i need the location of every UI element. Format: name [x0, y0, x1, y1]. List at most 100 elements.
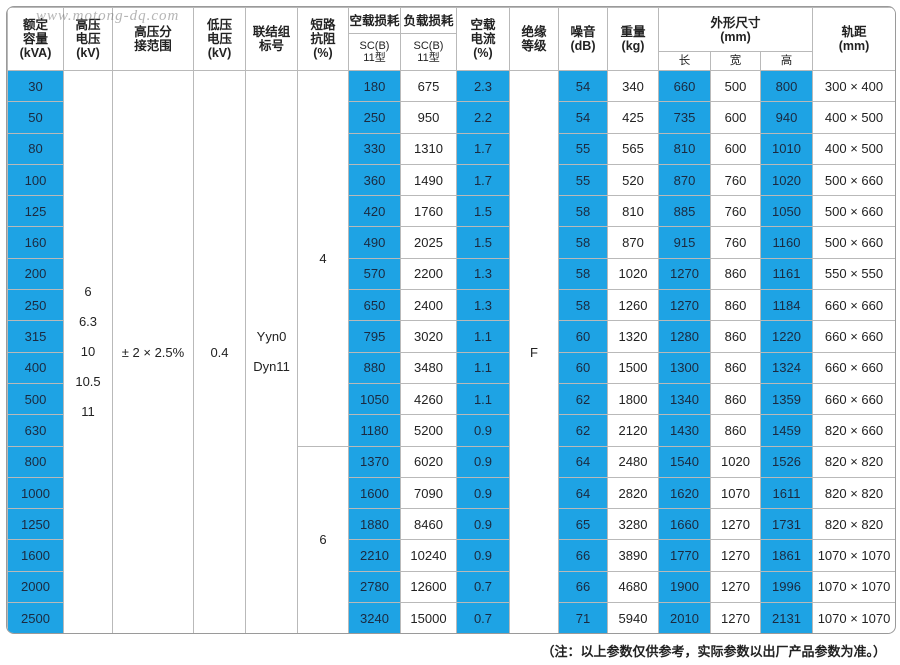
header-weight: 重量 (kg) — [607, 7, 659, 71]
cell-vector-group-value: Yyn0 — [256, 329, 287, 345]
cell-dim-width: 1070 — [710, 476, 761, 510]
cell-impedance-high: 6 — [297, 445, 349, 633]
cell-noise: 55 — [558, 163, 608, 197]
table-row: 1000 1600 7090 0.9 64 2820 1620 1070 1611 820 × 8… — [7, 476, 895, 510]
cell-gauge: 1070 × 1070 — [812, 602, 895, 633]
cell-dim-width: 760 — [710, 163, 761, 197]
cell-load-loss: 1490 — [400, 163, 457, 197]
cell-dim-length: 1540 — [658, 445, 711, 478]
cell-weight: 870 — [607, 226, 659, 259]
cell-noload-loss: 880 — [348, 351, 401, 384]
cell-dim-width: 600 — [710, 132, 761, 165]
cell-dim-length: 1270 — [658, 257, 711, 291]
cell-dim-width: 1270 — [710, 570, 761, 604]
cell-noload-loss: 2780 — [348, 570, 401, 604]
cell-gauge: 820 × 660 — [812, 414, 895, 447]
cell-dim-width: 760 — [710, 195, 761, 228]
cell-dim-width: 860 — [710, 320, 761, 353]
cell-noise: 55 — [558, 132, 608, 165]
header-noload-loss: 空载损耗 — [348, 7, 401, 34]
cell-dim-height: 1220 — [759, 320, 814, 353]
header-hv-voltage: 高压 电压 (kV) — [63, 7, 113, 71]
cell-dim-height: 1161 — [759, 257, 814, 291]
cell-load-loss: 950 — [400, 101, 457, 134]
cell-dim-height: 2131 — [759, 602, 814, 633]
cell-weight: 425 — [607, 101, 659, 134]
cell-weight: 2120 — [607, 414, 659, 447]
cell-dim-height: 1359 — [759, 382, 814, 416]
cell-noload-current: 0.9 — [456, 476, 510, 510]
cell-noload-loss: 1370 — [348, 445, 401, 478]
cell-dim-length: 1900 — [658, 570, 711, 604]
table-row: 50 250 950 2.2 54 425 735 600 940 400 × 500 — [7, 101, 895, 134]
cell-dim-width: 860 — [710, 289, 761, 322]
cell-dim-length: 1430 — [658, 414, 711, 447]
cell-dim-height: 1324 — [759, 351, 814, 384]
header-insulation: 绝缘 等级 — [509, 7, 559, 71]
cell-noload-loss: 250 — [348, 101, 401, 134]
cell-dim-height: 1010 — [759, 132, 814, 165]
cell-weight: 1260 — [607, 289, 659, 322]
cell-dim-height: 1611 — [759, 476, 814, 510]
table-row: 1250 1880 8460 0.9 65 3280 1660 1270 1731 820 × 8… — [7, 508, 895, 541]
cell-dim-width: 1270 — [710, 602, 761, 633]
cell-load-loss: 6020 — [400, 445, 457, 478]
footnote: （注：以上参数仅供参考，实际参数以出厂产品参数为准。） — [541, 644, 886, 659]
cell-load-loss: 15000 — [400, 602, 457, 633]
cell-dim-length: 1340 — [658, 382, 711, 416]
cell-gauge: 400 × 500 — [812, 132, 895, 165]
cell-dim-width: 1270 — [710, 508, 761, 541]
cell-noise: 65 — [558, 508, 608, 541]
table-row: 30 6 6.3 10 10.5 11 ± 2 × 2.5% 0.4 Yyn0 Dyn11 4 180… — [7, 69, 895, 633]
table-row: 160 490 2025 1.5 58 870 915 760 1160 500 × 660 — [7, 226, 895, 259]
cell-hv-voltage-value: 10.5 — [75, 374, 101, 390]
header-gauge: 轨距 (mm) — [812, 7, 895, 71]
cell-noload-current: 1.5 — [456, 226, 510, 259]
header-capacity: 额定 容量 (kVA) — [7, 7, 64, 71]
cell-capacity: 1000 — [7, 476, 64, 510]
table-row: 800 6 1370 6020 0.9 64 2480 1540 1020 1526 820 × 8… — [7, 445, 895, 633]
cell-capacity: 2500 — [7, 602, 64, 633]
cell-noload-current: 0.7 — [456, 602, 510, 633]
cell-noload-current: 1.3 — [456, 257, 510, 291]
cell-noload-loss: 490 — [348, 226, 401, 259]
cell-noload-current: 0.7 — [456, 570, 510, 604]
cell-load-loss: 4260 — [400, 382, 457, 416]
cell-gauge: 500 × 660 — [812, 226, 895, 259]
table-row: 80 330 1310 1.7 55 565 810 600 1010 400 × 500 — [7, 132, 895, 165]
cell-weight: 810 — [607, 195, 659, 228]
header-noload-current: 空载 电流 (%) — [456, 7, 510, 71]
header-lv-voltage: 低压 电压 (kV) — [193, 7, 246, 71]
cell-gauge: 820 × 820 — [812, 476, 895, 510]
cell-dim-height: 1459 — [759, 414, 814, 447]
cell-vector-group-value: Dyn11 — [253, 359, 290, 375]
cell-load-loss: 7090 — [400, 476, 457, 510]
cell-capacity: 30 — [7, 69, 64, 103]
cell-tap-range: ± 2 × 2.5% — [112, 69, 194, 633]
cell-noload-loss: 1600 — [348, 476, 401, 510]
cell-noload-loss: 650 — [348, 289, 401, 322]
transformer-spec-table: 额定 容量 (kVA) 高压 电压 (kV) 高压分 接范围 低压 电压 (kV) 联结组 标号… — [7, 7, 895, 633]
cell-noload-current: 1.7 — [456, 132, 510, 165]
cell-capacity: 800 — [7, 445, 64, 478]
cell-load-loss: 8460 — [400, 508, 457, 541]
spec-table-frame: 额定 容量 (kVA) 高压 电压 (kV) 高压分 接范围 低压 电压 (kV) 联结组 标号… — [6, 6, 896, 634]
cell-weight: 2480 — [607, 445, 659, 478]
cell-load-loss: 3480 — [400, 351, 457, 384]
cell-load-loss: 1760 — [400, 195, 457, 228]
cell-load-loss: 3020 — [400, 320, 457, 353]
cell-capacity: 1600 — [7, 539, 64, 572]
cell-weight: 1500 — [607, 351, 659, 384]
cell-capacity: 250 — [7, 289, 64, 322]
cell-dim-height: 1020 — [759, 163, 814, 197]
cell-dim-height: 1861 — [759, 539, 814, 572]
cell-capacity: 400 — [7, 351, 64, 384]
cell-noload-current: 1.7 — [456, 163, 510, 197]
cell-noise: 58 — [558, 257, 608, 291]
cell-capacity: 80 — [7, 132, 64, 165]
cell-noise: 64 — [558, 476, 608, 510]
cell-noload-current: 0.9 — [456, 414, 510, 447]
header-noload-sub: SC(B) 11型 — [348, 33, 401, 71]
cell-noload-current: 1.5 — [456, 195, 510, 228]
cell-capacity: 630 — [7, 414, 64, 447]
